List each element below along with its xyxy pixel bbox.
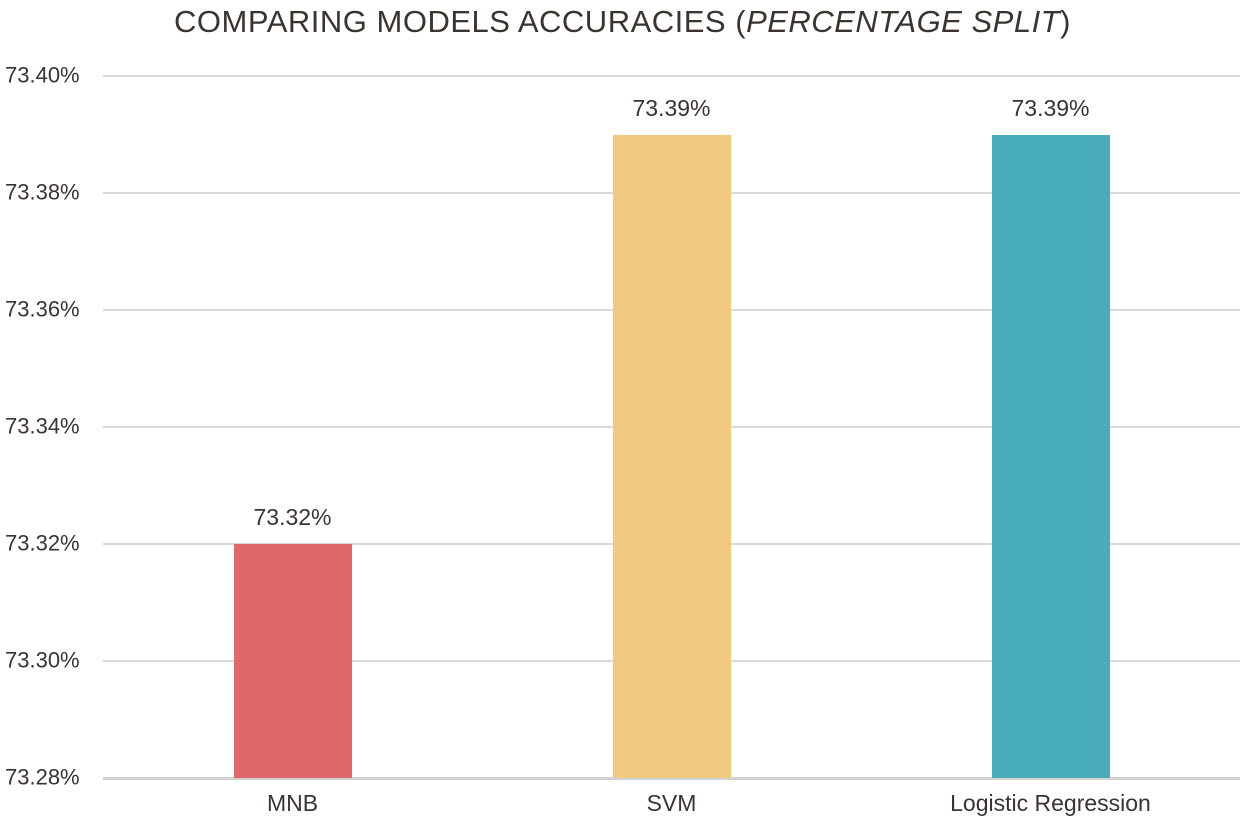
chart-title-close-paren: ) <box>1060 4 1071 39</box>
bar-svm <box>612 134 731 778</box>
chart-title-main: COMPARING MODELS ACCURACIES ( <box>174 4 747 39</box>
chart-title-italic: PERCENTAGE SPLIT <box>746 4 1061 39</box>
chart-title: COMPARING MODELS ACCURACIES (PERCENTAGE … <box>0 4 1245 40</box>
bar-value-label-svm: 73.39% <box>632 94 711 121</box>
x-category-label-logistic-regression: Logistic Regression <box>950 790 1151 816</box>
y-tick-label: 73.30% <box>5 647 80 673</box>
y-tick-label: 73.34% <box>5 413 80 439</box>
x-category-label-mnb: MNB <box>266 790 319 816</box>
x-axis-line <box>103 777 1240 780</box>
y-tick-label: 73.32% <box>5 530 80 556</box>
bar-value-label-logistic-regression: 73.39% <box>1011 94 1090 121</box>
y-tick-label: 73.36% <box>5 296 80 322</box>
y-tick-label: 73.40% <box>5 62 80 88</box>
bar-value-label-mnb: 73.32% <box>253 504 332 530</box>
bar-mnb <box>233 544 352 778</box>
bar-logistic-regression <box>991 134 1110 778</box>
gridline <box>103 75 1240 77</box>
y-tick-label: 73.38% <box>5 179 80 205</box>
y-tick-label: 73.28% <box>5 764 80 790</box>
x-category-label-svm: SVM <box>646 790 697 816</box>
